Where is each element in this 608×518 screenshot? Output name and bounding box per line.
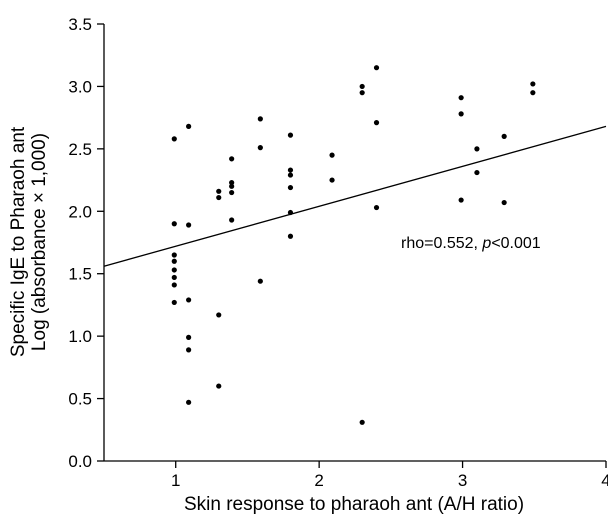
y-ticks: 0.0 0.5 1.0 1.5 2.0 2.5 3.0 3.5 [68,15,104,471]
data-point [171,136,177,142]
data-point [287,209,294,216]
y-tick-label: 2.5 [68,140,92,159]
y-tick-label: 0.5 [68,390,92,409]
data-point [329,177,335,183]
data-point [229,183,235,189]
x-tick-label: 3 [458,471,467,490]
data-point [171,282,177,288]
data-point [501,199,507,206]
regression-line [103,125,607,267]
data-point [229,179,235,186]
data-point [458,95,464,101]
annotation-prefix: rho=0.552, [401,235,482,252]
data-point [186,334,192,340]
y-tick-label: 3.0 [68,77,92,96]
data-point [373,120,380,126]
data-point [530,81,536,87]
data-point [474,146,480,152]
y-tick-label: 2.0 [68,202,92,221]
y-axis-title-line1: Specific IgE to Pharaoh ant [8,126,29,357]
data-point [216,383,222,389]
x-tick-label: 1 [171,471,180,490]
data-point [458,111,464,117]
x-axis: 1 2 3 4 [104,460,608,490]
data-points [171,65,536,425]
x-ticks: 1 2 3 4 [171,461,608,490]
data-point [257,116,263,122]
data-point [186,123,192,129]
data-point [287,167,294,173]
data-point [287,233,294,239]
data-point [186,399,192,405]
data-point [171,258,177,264]
annotation-suffix: <0.001 [491,235,540,252]
data-point [186,222,192,228]
data-point [171,267,177,273]
data-point [501,133,507,139]
data-point [216,188,222,194]
y-tick-label: 0.0 [68,452,92,471]
data-point [287,184,294,191]
data-point [458,197,464,203]
x-axis-title: Skin response to pharaoh ant (A/H ratio) [184,494,524,515]
data-point [171,299,177,306]
data-point [216,312,222,318]
y-tick-label: 3.5 [68,15,92,34]
y-axis: 0.0 0.5 1.0 1.5 2.0 2.5 3.0 3.5 [68,15,105,471]
data-point [287,172,294,178]
data-point [329,152,335,158]
correlation-annotation: rho=0.552, p<0.001 [401,235,541,252]
data-point [257,145,263,151]
data-point [474,169,480,176]
x-tick-label: 4 [601,471,608,490]
data-point [373,204,380,211]
data-point [171,274,177,281]
data-point [257,278,263,284]
data-point [171,221,177,227]
data-point [186,347,192,353]
y-axis-title: Specific IgE to Pharaoh ant Log (absorba… [8,126,50,357]
x-tick-label: 2 [314,471,323,490]
annotation-p-symbol: p [481,235,491,252]
data-point [359,419,365,425]
y-tick-label: 1.5 [68,265,92,284]
y-axis-title-line2: Log (absorbance × 1,000) [29,133,50,351]
data-point [216,194,222,201]
data-point [359,83,365,90]
y-tick-label: 1.0 [68,327,92,346]
data-point [229,156,235,162]
data-point [229,189,235,196]
data-point [229,217,235,223]
data-point [373,65,380,71]
data-point [186,297,192,303]
data-point [359,90,365,96]
data-point [171,252,177,258]
data-point [530,90,536,96]
data-point [287,132,294,138]
